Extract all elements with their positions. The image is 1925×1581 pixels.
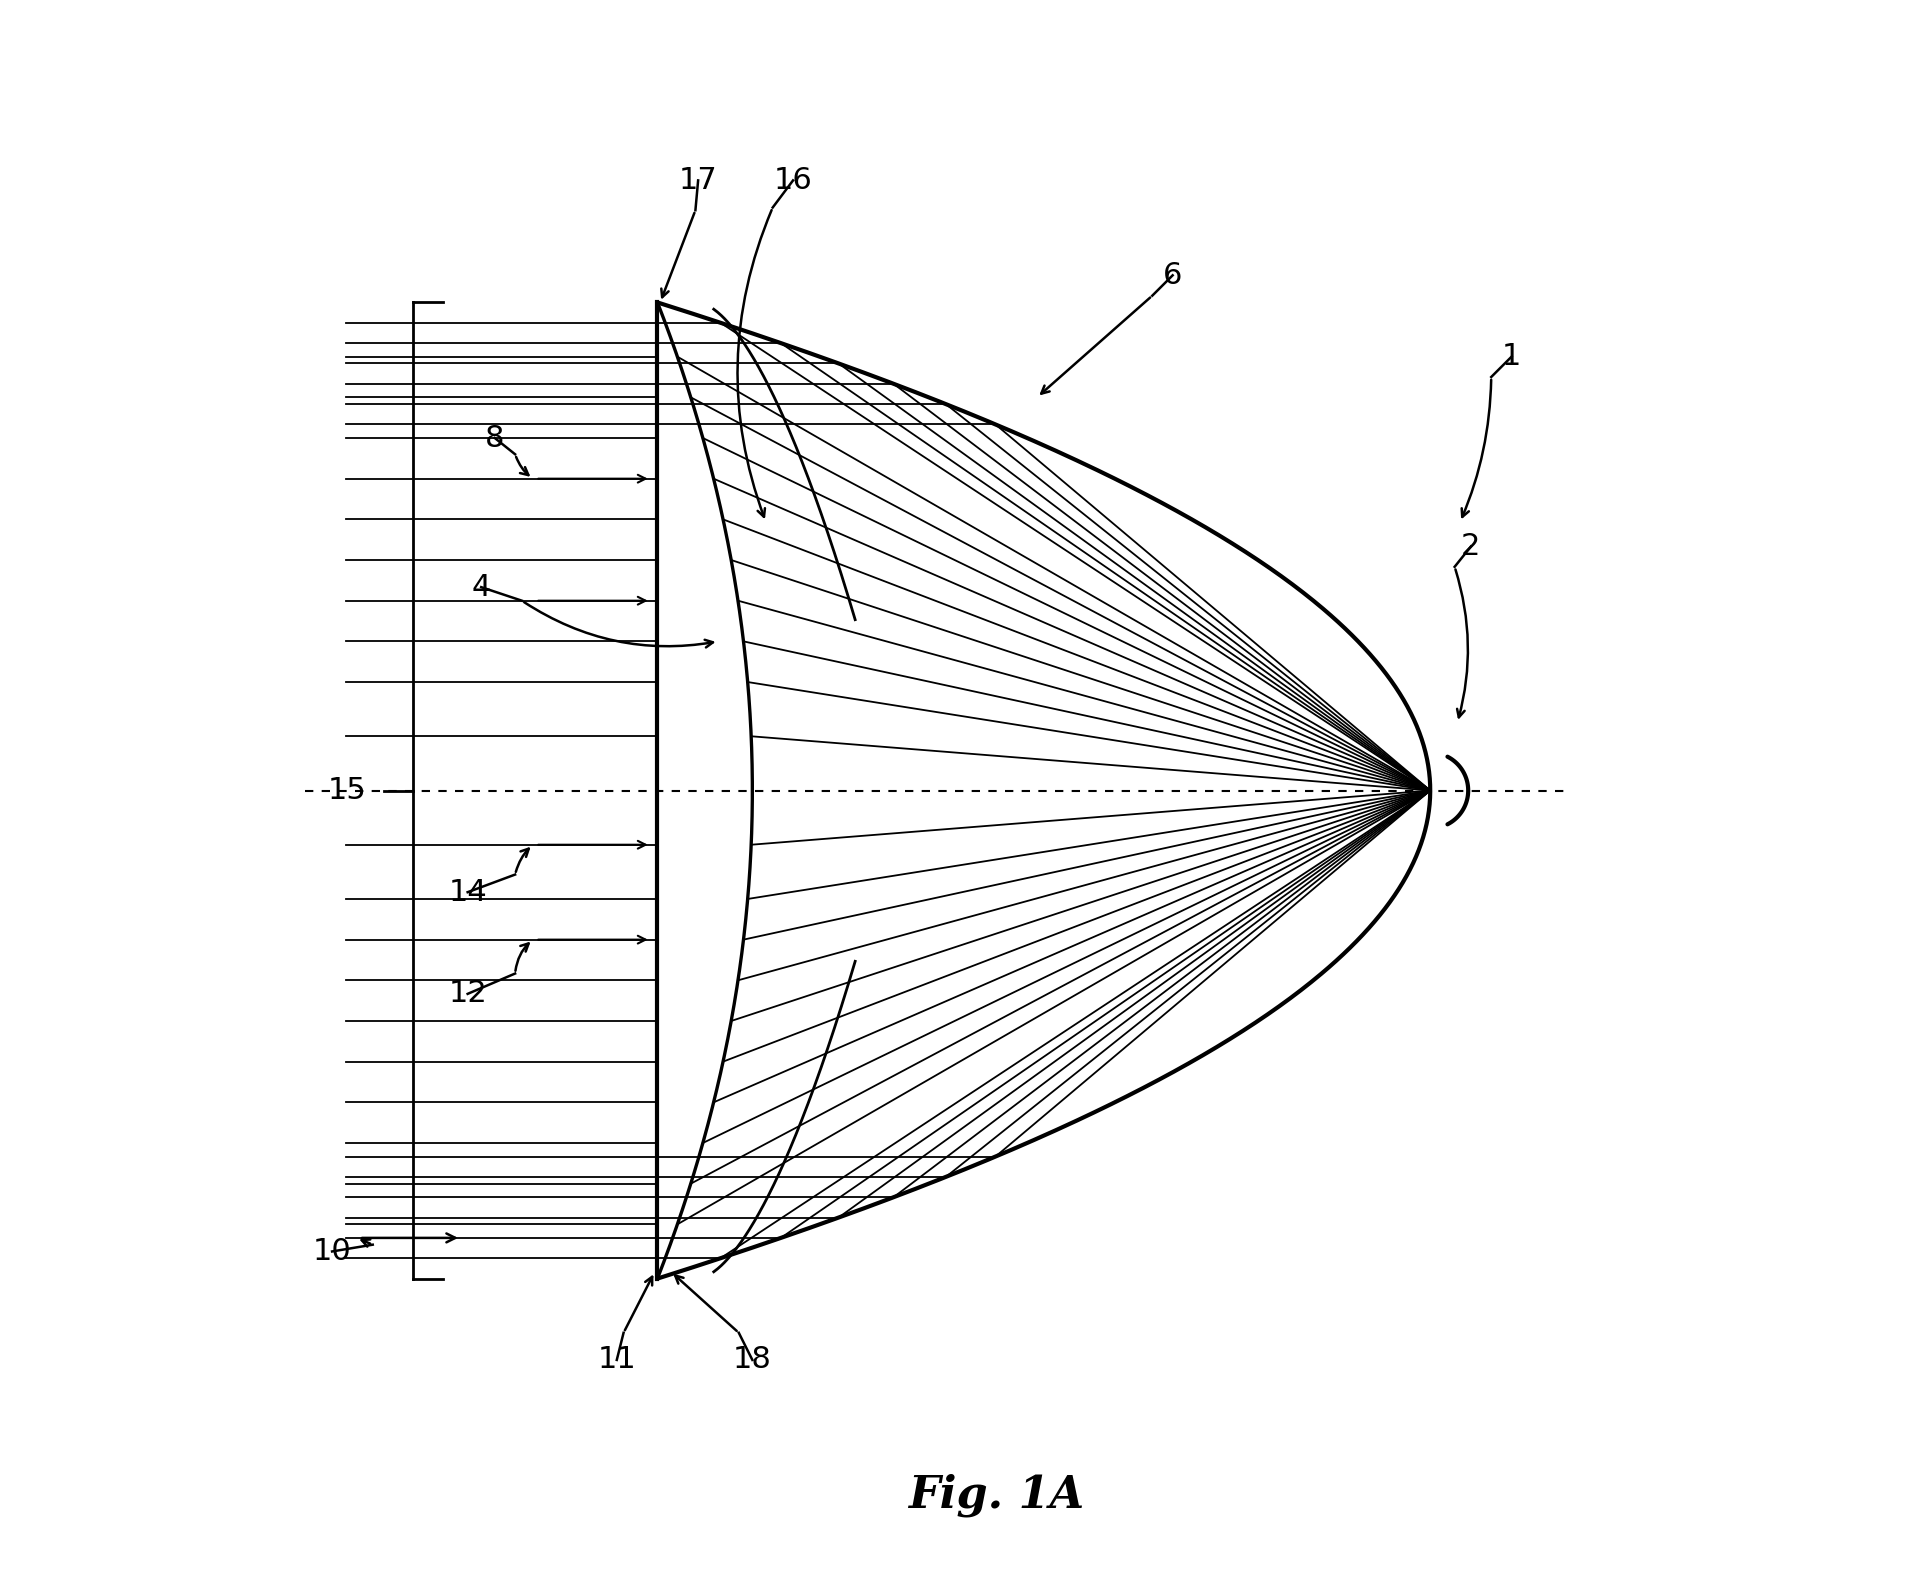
Text: 14: 14 — [449, 877, 487, 906]
Text: 12: 12 — [449, 979, 487, 1009]
Text: 1: 1 — [1502, 341, 1521, 372]
Text: 18: 18 — [733, 1345, 772, 1374]
Text: 6: 6 — [1163, 261, 1182, 289]
Text: 17: 17 — [680, 166, 718, 194]
Text: 15: 15 — [327, 776, 366, 805]
Text: 8: 8 — [485, 424, 504, 452]
Text: 16: 16 — [774, 166, 812, 194]
Text: 10: 10 — [312, 1236, 352, 1266]
Text: Fig. 1A: Fig. 1A — [909, 1473, 1084, 1518]
Text: 11: 11 — [597, 1345, 635, 1374]
Text: 4: 4 — [472, 572, 491, 602]
Text: 2: 2 — [1461, 531, 1480, 561]
